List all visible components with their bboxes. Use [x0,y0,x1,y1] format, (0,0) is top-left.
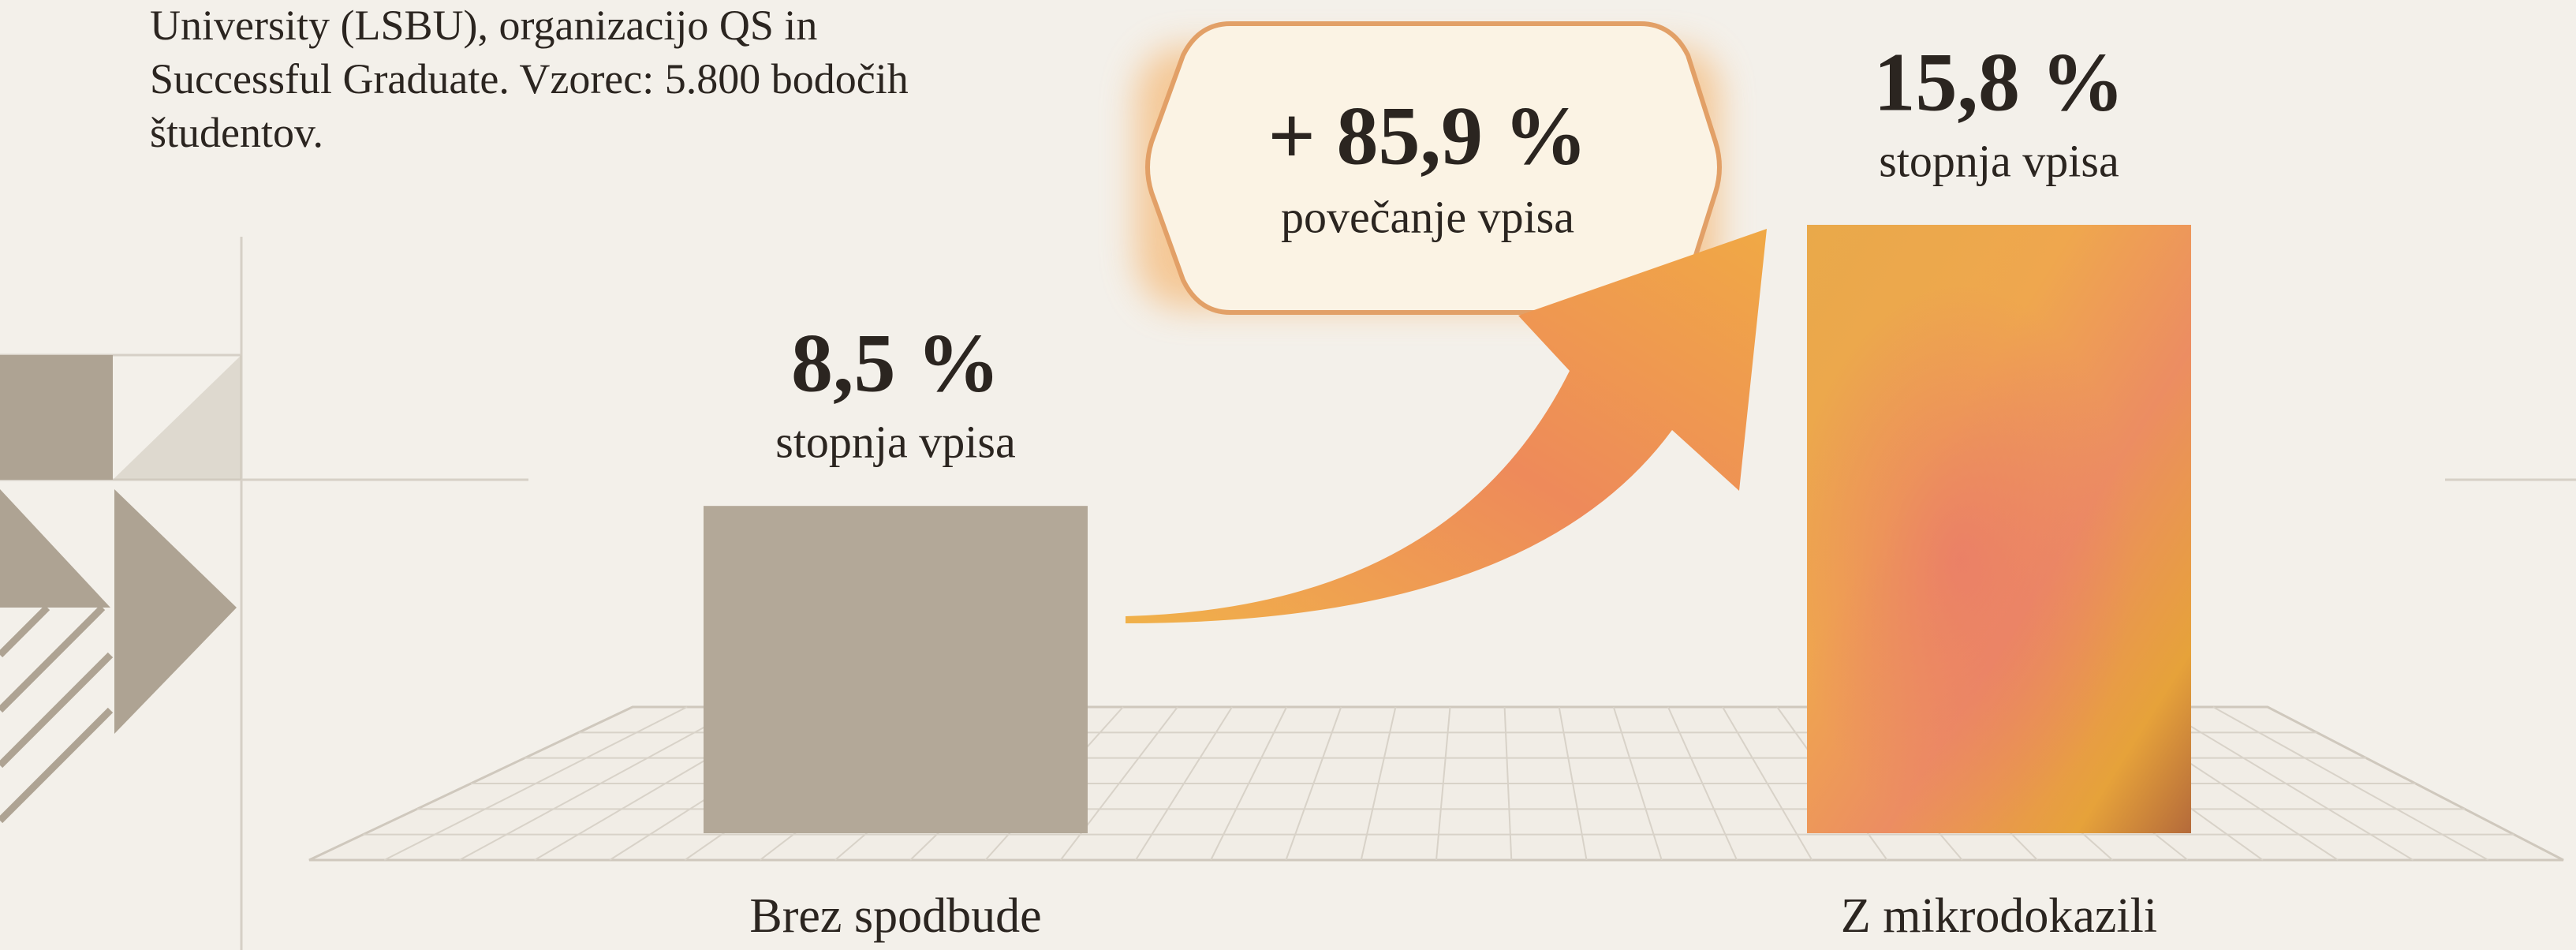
value-label: 8,5 % [791,317,1000,410]
value-sublabel: stopnja vpisa [1879,135,2119,186]
value-label: 15,8 % [1874,36,2125,128]
intro-line: študentov. [150,109,323,156]
bar [704,506,1088,833]
annotation-text: povečanje vpisa [1281,191,1574,242]
intro-text: University (LSBU), organizacijo QS in Su… [150,2,909,156]
category-label: Brez spodbude [749,889,1041,943]
infographic: University (LSBU), organizacijo QS in Su… [0,0,2576,950]
value-sublabel: stopnja vpisa [775,417,1015,468]
intro-line: University (LSBU), organizacijo QS in [150,2,817,49]
intro-line: Successful Graduate. Vzorec: 5.800 bodoč… [150,55,909,103]
category-label: Z mikrodokazili [1841,889,2157,943]
annotation-label: + 85,9 % [1268,89,1588,181]
floor-grid [309,707,2563,860]
bar-texture [1807,225,2191,833]
